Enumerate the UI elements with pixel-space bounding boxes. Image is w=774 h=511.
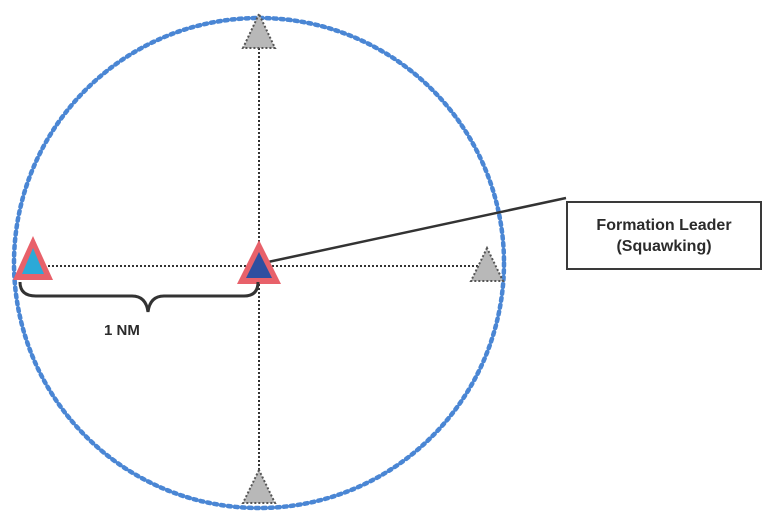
formation-leader-aircraft <box>237 240 281 284</box>
distance-label: 1 NM <box>104 322 140 339</box>
distance-brace <box>18 281 260 313</box>
ghost-aircraft-south <box>241 467 277 504</box>
wingman-aircraft <box>13 236 53 280</box>
callout-title: Formation Leader <box>596 216 732 234</box>
ghost-aircraft-east <box>469 245 505 282</box>
callout-pointer-line <box>267 196 567 264</box>
callout-subtitle: (Squawking) <box>616 237 712 255</box>
formation-leader-callout: Formation Leader (Squawking) <box>566 201 762 270</box>
ghost-aircraft-north <box>241 11 277 49</box>
